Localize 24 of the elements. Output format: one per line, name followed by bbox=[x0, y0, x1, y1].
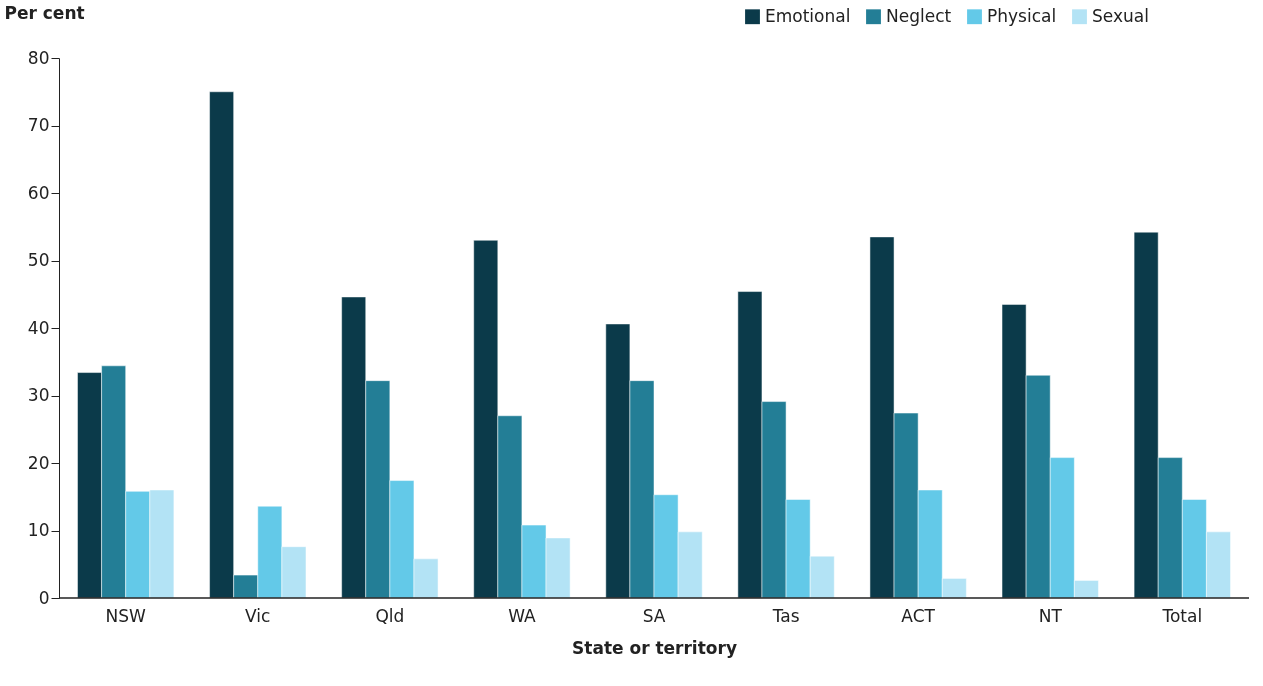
y-tick-label: 0 bbox=[38, 587, 50, 608]
x-tick-label: NSW bbox=[105, 605, 147, 626]
y-tick-label: 60 bbox=[27, 182, 50, 203]
x-tick-label: NT bbox=[1038, 605, 1063, 626]
x-tick-label: Tas bbox=[771, 605, 800, 626]
x-axis-title: State or territory bbox=[572, 637, 737, 658]
y-tick-label: 10 bbox=[27, 520, 50, 540]
x-tick-label: Qld bbox=[375, 605, 405, 626]
y-tick-label: 50 bbox=[27, 250, 50, 270]
x-tick-label: Vic bbox=[245, 605, 271, 626]
legend-label: Physical bbox=[987, 5, 1057, 26]
x-tick-label: Total bbox=[1161, 605, 1203, 626]
x-tick-label: WA bbox=[508, 605, 537, 626]
x-tick-label: ACT bbox=[901, 605, 936, 626]
x-tick-label: SA bbox=[642, 605, 666, 626]
y-axis-title: Per cent bbox=[4, 2, 85, 23]
y-tick-label: 80 bbox=[27, 47, 50, 68]
y-tick-label: 30 bbox=[27, 385, 50, 405]
y-tick-label: 70 bbox=[27, 115, 50, 135]
y-tick-label: 40 bbox=[27, 317, 50, 338]
legend-label: Sexual bbox=[1092, 5, 1149, 26]
legend-label: Emotional bbox=[765, 5, 851, 26]
y-tick-label: 20 bbox=[27, 452, 50, 473]
legend-label: Neglect bbox=[886, 5, 952, 26]
